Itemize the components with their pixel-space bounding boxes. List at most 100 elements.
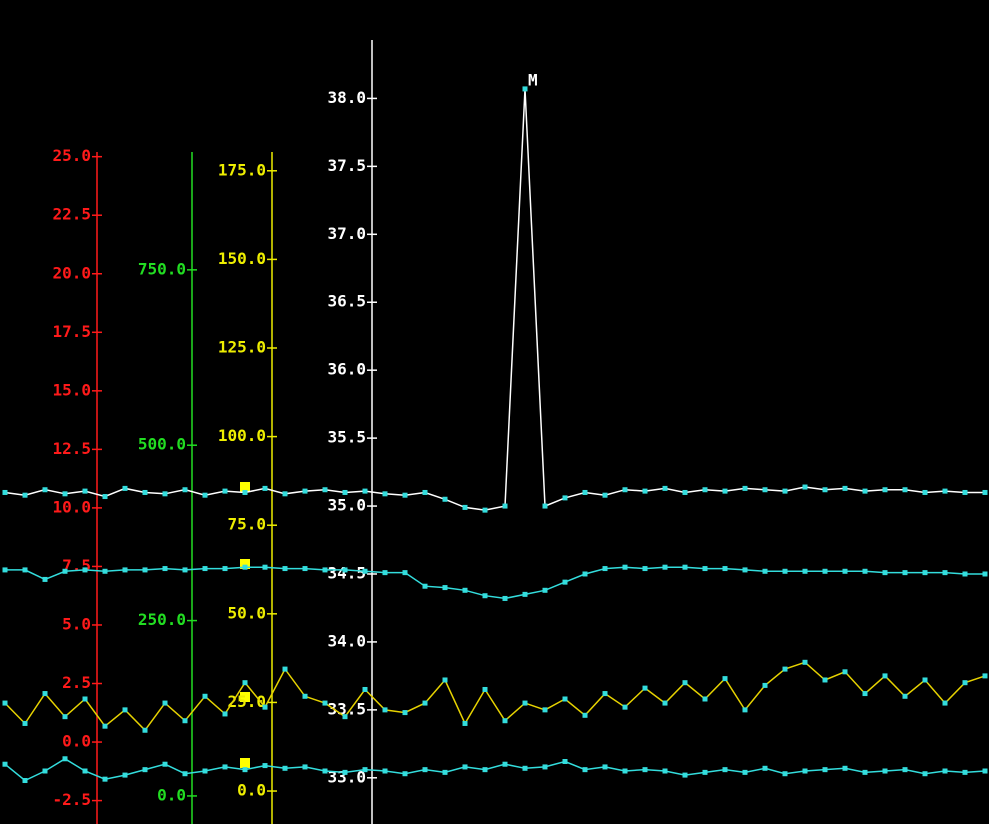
data-point — [822, 568, 828, 574]
data-point — [742, 485, 748, 491]
data-point — [202, 768, 208, 774]
data-point — [62, 756, 68, 762]
data-point — [482, 593, 488, 599]
data-point — [422, 700, 428, 706]
data-point — [482, 686, 488, 692]
data-point — [122, 707, 128, 713]
data-point — [742, 567, 748, 573]
data-point — [262, 763, 268, 769]
data-point — [422, 767, 428, 773]
data-point — [542, 764, 548, 770]
data-point — [842, 765, 848, 771]
data-point — [602, 566, 608, 572]
y-tick-label: 50.0 — [227, 603, 266, 622]
cursor-marker — [240, 559, 250, 569]
data-point — [62, 714, 68, 720]
data-point — [902, 570, 908, 576]
data-point — [382, 768, 388, 774]
data-point — [822, 487, 828, 493]
data-point — [2, 489, 8, 495]
data-point — [2, 761, 8, 767]
series — [2, 659, 988, 733]
y-tick-label: 2.5 — [62, 673, 91, 692]
y-tick-label: 12.5 — [52, 439, 91, 458]
data-point — [282, 765, 288, 771]
data-point — [542, 503, 548, 509]
data-point — [362, 767, 368, 773]
data-point — [402, 710, 408, 716]
data-point — [562, 696, 568, 702]
data-point — [902, 487, 908, 493]
data-point — [462, 720, 468, 726]
data-point — [682, 772, 688, 778]
axes: -2.50.02.55.07.510.012.515.017.520.022.5… — [52, 40, 377, 824]
data-point — [862, 488, 868, 494]
cursor-markers — [240, 482, 250, 768]
data-point — [362, 488, 368, 494]
data-point — [242, 564, 248, 570]
data-point — [622, 768, 628, 774]
data-point — [582, 571, 588, 577]
data-point — [502, 595, 508, 601]
data-point — [442, 677, 448, 683]
data-point — [942, 700, 948, 706]
y-tick-label: 36.0 — [327, 360, 366, 379]
data-point — [802, 768, 808, 774]
data-point — [582, 489, 588, 495]
data-point — [942, 768, 948, 774]
data-point — [842, 669, 848, 675]
data-point — [122, 567, 128, 573]
data-point — [942, 570, 948, 576]
data-point — [162, 491, 168, 497]
data-point — [922, 570, 928, 576]
data-point — [182, 487, 188, 493]
data-point — [222, 711, 228, 717]
data-point — [282, 666, 288, 672]
data-point — [962, 571, 968, 577]
data-point — [242, 489, 248, 495]
annotation: M — [528, 70, 538, 89]
y-tick-label: 500.0 — [138, 435, 186, 454]
data-point — [542, 707, 548, 713]
series-line — [4, 757, 986, 782]
series-line — [4, 661, 986, 732]
data-point — [42, 576, 48, 582]
data-point — [602, 492, 608, 498]
data-point — [462, 764, 468, 770]
y-tick-label: 37.5 — [327, 156, 366, 175]
data-point — [482, 767, 488, 773]
data-point — [722, 488, 728, 494]
data-point — [422, 583, 428, 589]
data-point — [382, 707, 388, 713]
data-point — [382, 491, 388, 497]
data-point — [42, 768, 48, 774]
data-point — [222, 764, 228, 770]
data-point — [322, 487, 328, 493]
data-point — [682, 680, 688, 686]
data-point — [902, 693, 908, 699]
y-tick-label: 75.0 — [227, 515, 266, 534]
data-point — [662, 564, 668, 570]
data-point — [582, 712, 588, 718]
data-point — [482, 507, 488, 513]
y-tick-label: 0.0 — [237, 781, 266, 800]
series — [2, 86, 988, 513]
data-point — [782, 488, 788, 494]
data-point — [342, 769, 348, 775]
series-line — [5, 566, 985, 600]
data-point — [202, 693, 208, 699]
data-point — [302, 488, 308, 494]
data-point — [102, 494, 108, 500]
data-point — [522, 765, 528, 771]
data-point — [682, 564, 688, 570]
data-point — [322, 768, 328, 774]
y-tick-label: 100.0 — [218, 426, 266, 445]
data-point — [962, 769, 968, 775]
data-point — [302, 566, 308, 572]
cursor-marker — [240, 482, 250, 492]
y-tick-label: 35.5 — [327, 428, 366, 447]
y-tick-label: 10.0 — [52, 497, 91, 516]
data-point — [82, 488, 88, 494]
y-tick-label: 38.0 — [327, 88, 366, 107]
